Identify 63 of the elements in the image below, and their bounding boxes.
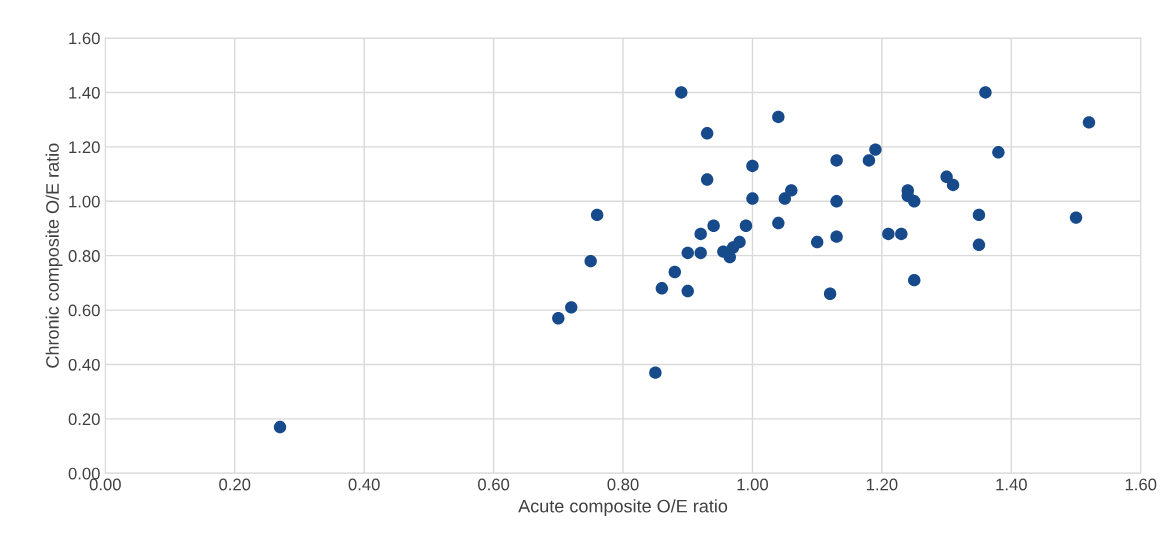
point	[565, 301, 578, 314]
y-tick-label: 1.00	[69, 195, 100, 208]
point	[746, 159, 759, 173]
point	[869, 143, 882, 156]
y-tick-label: 0.40	[68, 358, 100, 371]
point	[940, 170, 953, 184]
point	[681, 284, 694, 298]
y-tick-label: 0.00	[68, 467, 100, 480]
point	[979, 86, 992, 99]
point	[895, 227, 908, 241]
point	[694, 227, 707, 241]
point	[908, 195, 921, 208]
point	[694, 246, 707, 260]
point	[810, 235, 824, 249]
point	[830, 195, 843, 208]
point	[946, 178, 960, 192]
point	[972, 208, 986, 222]
point	[552, 312, 565, 325]
x-tick-label: 0.60	[478, 478, 510, 491]
point	[584, 254, 597, 268]
point	[992, 146, 1005, 159]
point	[590, 208, 604, 222]
point	[830, 230, 843, 243]
point	[778, 192, 792, 205]
x-tick-label: 1.20	[866, 478, 898, 491]
x-tick-label: 0.20	[219, 478, 251, 491]
point	[707, 219, 720, 232]
x-tick-label: 0.80	[607, 478, 639, 491]
point	[668, 265, 682, 279]
x-axis-title: Acute composite O/E ratio	[518, 499, 728, 517]
point	[273, 420, 287, 434]
point	[972, 238, 986, 252]
y-tick-label: 1.40	[69, 86, 100, 99]
x-tick-label: 1.40	[996, 478, 1027, 491]
x-tick-label: 0.00	[89, 478, 121, 491]
point	[675, 86, 688, 99]
point	[655, 282, 669, 295]
y-axis-title: Chronic composite O/E ratio	[45, 143, 63, 368]
x-tick-label: 1.00	[737, 478, 769, 491]
point	[700, 173, 714, 186]
y-tick-label: 1.20	[69, 141, 100, 154]
point	[746, 192, 759, 205]
x-tick-label: 1.60	[1125, 478, 1157, 491]
point	[739, 219, 753, 232]
point	[1069, 211, 1083, 224]
point	[772, 216, 785, 230]
point	[726, 241, 740, 254]
y-tick-label: 0.20	[68, 413, 100, 426]
point	[823, 287, 837, 300]
point	[785, 184, 798, 197]
x-tick-label: 0.40	[348, 478, 380, 491]
point	[862, 154, 876, 167]
y-tick-label: 1.60	[69, 32, 100, 45]
y-tick-label: 0.80	[68, 250, 100, 262]
point	[681, 246, 694, 260]
point	[700, 127, 714, 140]
y-tick-label: 0.60	[68, 304, 100, 317]
point	[772, 110, 785, 124]
point	[1082, 116, 1096, 129]
point	[649, 366, 662, 379]
point	[830, 154, 843, 167]
point	[882, 227, 895, 241]
point	[908, 273, 921, 287]
